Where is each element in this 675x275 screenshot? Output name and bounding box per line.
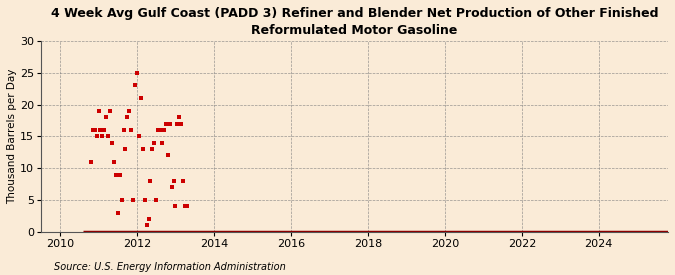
Point: [105, 109, 115, 113]
Point: [99, 128, 110, 132]
Point: [139, 198, 150, 202]
Text: Source: U.S. Energy Information Administration: Source: U.S. Energy Information Administ…: [54, 262, 286, 272]
Point: [163, 153, 173, 158]
Point: [153, 128, 163, 132]
Point: [126, 128, 136, 132]
Point: [118, 128, 129, 132]
Point: [95, 128, 106, 132]
Point: [107, 141, 117, 145]
Point: [161, 122, 171, 126]
Point: [138, 147, 148, 151]
Point: [151, 198, 161, 202]
Point: [89, 128, 100, 132]
Point: [132, 70, 142, 75]
Point: [145, 179, 156, 183]
Point: [164, 122, 175, 126]
Point: [172, 122, 183, 126]
Point: [112, 211, 123, 215]
Point: [149, 141, 160, 145]
Point: [101, 115, 111, 119]
Title: 4 Week Avg Gulf Coast (PADD 3) Refiner and Blender Net Production of Other Finis: 4 Week Avg Gulf Coast (PADD 3) Refiner a…: [51, 7, 658, 37]
Point: [141, 223, 152, 228]
Point: [155, 128, 165, 132]
Point: [111, 172, 122, 177]
Point: [124, 109, 135, 113]
Point: [91, 134, 102, 139]
Point: [103, 134, 113, 139]
Point: [170, 204, 181, 209]
Point: [147, 147, 158, 151]
Point: [116, 198, 127, 202]
Point: [178, 179, 188, 183]
Point: [136, 96, 146, 100]
Point: [93, 109, 104, 113]
Point: [120, 147, 131, 151]
Point: [168, 179, 179, 183]
Point: [86, 160, 97, 164]
Point: [97, 134, 108, 139]
Point: [182, 204, 192, 209]
Point: [109, 160, 119, 164]
Point: [87, 128, 98, 132]
Point: [114, 172, 125, 177]
Point: [143, 217, 154, 221]
Point: [122, 115, 133, 119]
Point: [128, 198, 138, 202]
Point: [157, 141, 167, 145]
Point: [174, 115, 185, 119]
Point: [134, 134, 144, 139]
Point: [180, 204, 190, 209]
Point: [130, 83, 140, 88]
Point: [176, 122, 187, 126]
Point: [159, 128, 169, 132]
Point: [166, 185, 177, 189]
Y-axis label: Thousand Barrels per Day: Thousand Barrels per Day: [7, 69, 17, 204]
